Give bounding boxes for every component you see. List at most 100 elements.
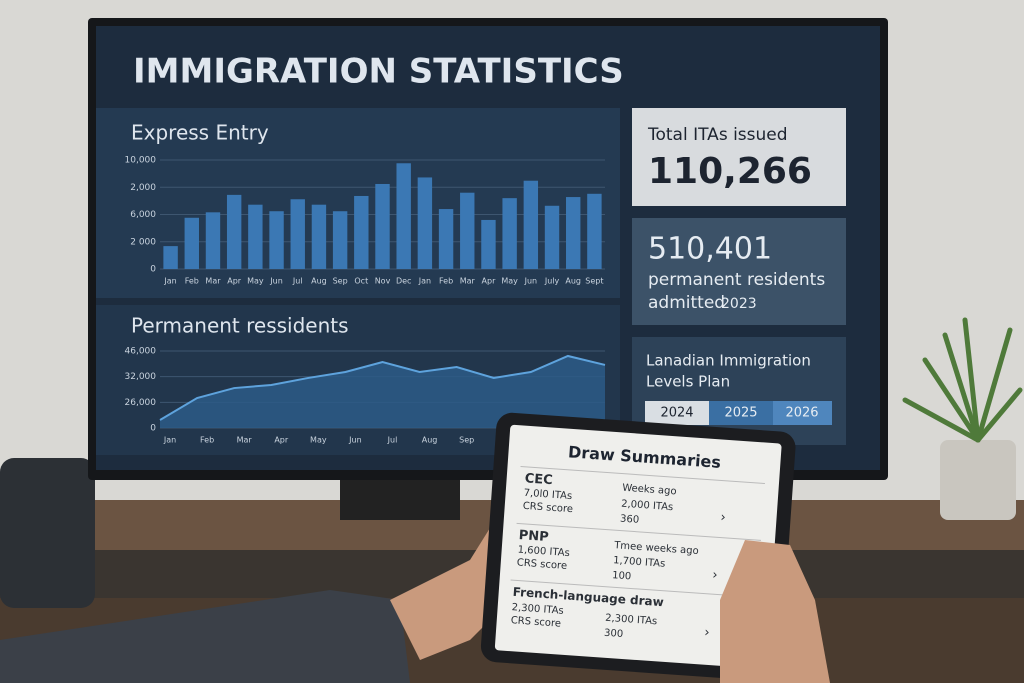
bar — [332, 211, 348, 269]
year-label[interactable]: 2024 — [660, 406, 693, 421]
bar — [460, 192, 475, 269]
sleeve — [0, 590, 410, 683]
x-tick-label: Jun — [269, 277, 283, 286]
draw-text: 2,300 ITAs — [605, 613, 658, 628]
bar — [523, 180, 539, 269]
bar — [544, 205, 560, 269]
draw-text: CRS score — [516, 557, 567, 571]
x-tick-label: Dec — [396, 277, 411, 286]
y-tick-label: 26,000 — [125, 398, 157, 408]
x-tick-label: July — [544, 277, 560, 286]
hand — [720, 540, 830, 683]
x-tick-label: Sept — [585, 277, 603, 286]
x-tick-label: Aug — [422, 436, 438, 445]
card-label: Total ITAs issued — [647, 125, 788, 145]
year-label[interactable]: 2025 — [724, 406, 757, 421]
chair — [0, 458, 95, 608]
bar — [311, 204, 327, 269]
draw-text: Weeks ago — [622, 483, 677, 498]
x-tick-label: May — [310, 436, 327, 445]
x-tick-label: Aug — [311, 277, 327, 286]
y-tick-label: 10,000 — [125, 156, 157, 166]
year-button[interactable] — [645, 401, 709, 425]
bar — [587, 193, 602, 269]
x-tick-label: Jun — [348, 436, 362, 445]
y-tick-label: 0 — [150, 424, 156, 434]
tablet: Draw Summaries CEC 7,0l0 ITAs CRS score … — [480, 412, 796, 681]
draw-text: 2,000 ITAs — [621, 499, 674, 514]
card-value: 110,266 — [648, 151, 812, 192]
x-tick-label: Jun — [524, 277, 538, 286]
tv-stand — [340, 480, 460, 520]
chart-title: Permanent ressidents — [131, 314, 349, 338]
draw-text: 2,300 ITAs — [511, 602, 564, 617]
x-tick-label: Jan — [163, 436, 176, 445]
pot — [940, 440, 1016, 520]
x-tick-label: May — [247, 277, 264, 286]
bar — [226, 194, 242, 269]
x-tick-label: Aug — [565, 277, 581, 286]
draw-text: CRS score — [522, 501, 573, 515]
y-tick-label: 32,000 — [125, 372, 157, 382]
plant — [902, 317, 1023, 443]
card-text: Levels Plan — [646, 373, 730, 391]
x-tick-label: Jul — [292, 277, 303, 286]
x-tick-label: Mar — [205, 277, 221, 286]
card-text: Lanadian Immigration — [646, 352, 811, 370]
divider — [516, 522, 761, 541]
x-tick-label: Sep — [333, 277, 348, 286]
bar — [566, 197, 581, 269]
chart-title: Express Entry — [131, 121, 269, 145]
x-tick-label: Jan — [418, 277, 431, 286]
draw-text: 1,700 ITAs — [613, 555, 666, 570]
bar — [205, 212, 221, 269]
draw-text: CRS score — [510, 615, 561, 629]
bar — [354, 195, 369, 269]
card-text: admitted — [648, 293, 725, 313]
x-tick-label: Apr — [227, 277, 242, 286]
draw-text: 360 — [620, 514, 640, 526]
y-tick-label: 0 — [150, 265, 156, 275]
x-tick-label: Jan — [163, 277, 176, 286]
card-text: permanent residents — [648, 270, 825, 290]
year-label[interactable]: 2026 — [785, 406, 818, 421]
bar — [248, 204, 263, 269]
bar-chart: Express Entry 0 2 000 6,000 2,000 10,000 Jan F… — [125, 121, 605, 286]
bar — [438, 209, 454, 269]
draw-text: 7,0l0 ITAs — [523, 488, 572, 502]
y-tick-label: 2,000 — [130, 183, 156, 193]
x-tick-label: Mar — [237, 436, 253, 445]
chevron[interactable]: › — [720, 510, 726, 525]
y-tick-label: 2 000 — [130, 237, 156, 247]
card — [632, 108, 846, 206]
draw-name: CEC — [524, 471, 553, 488]
x-tick-label: Mar — [460, 277, 476, 286]
bar — [396, 163, 411, 269]
draw-text: 300 — [604, 628, 624, 640]
x-tick-label: Feb — [185, 277, 199, 286]
chevron[interactable]: › — [712, 568, 718, 583]
card-value: 510,401 — [648, 232, 772, 267]
dashboard-title: IMMIGRATION STATISTICS — [133, 52, 624, 92]
bar — [481, 219, 496, 269]
divider — [510, 579, 756, 598]
y-tick-label: 6,000 — [130, 210, 156, 220]
line — [159, 354, 606, 421]
card-year: 2023 — [721, 296, 757, 312]
draw-name: PNP — [518, 528, 549, 545]
chevron[interactable]: › — [704, 625, 710, 640]
x-tick-label: Nov — [375, 277, 391, 286]
bar — [417, 177, 433, 269]
draw-text: 100 — [612, 570, 632, 582]
year-button[interactable] — [709, 401, 773, 425]
tablet-screen — [494, 424, 782, 669]
bar — [269, 211, 284, 269]
year-button[interactable] — [773, 401, 832, 425]
x-tick-label: Sep — [459, 436, 474, 445]
area — [160, 355, 605, 428]
bar — [184, 217, 199, 269]
x-tick-label: May — [501, 277, 518, 286]
draw-text: 1,600 ITAs — [517, 544, 570, 559]
